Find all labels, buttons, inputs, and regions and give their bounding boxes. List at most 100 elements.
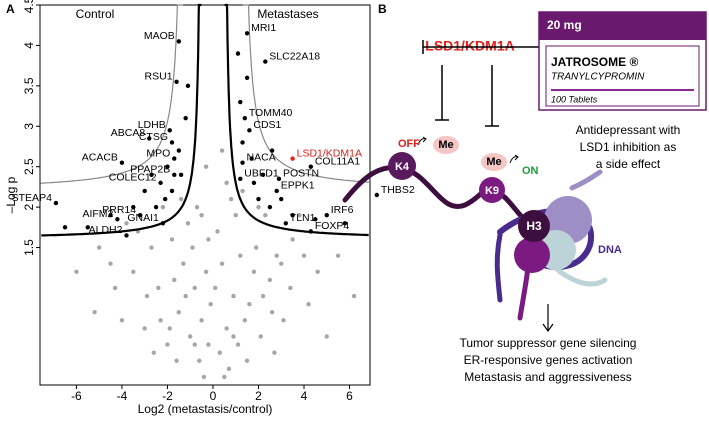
data-point	[183, 293, 188, 299]
point-label: MRI1	[251, 22, 276, 34]
data-point	[238, 99, 243, 105]
data-point	[244, 75, 250, 80]
drug-compound: TRANYLCYPROMIN	[551, 72, 645, 83]
point-label: COLEC12	[109, 172, 157, 184]
point-label: TLN1	[290, 212, 316, 224]
k9-label: K9	[485, 185, 499, 197]
data-point	[190, 245, 195, 250]
data-point	[124, 233, 129, 238]
data-point	[276, 176, 282, 182]
point-label: GNAI1	[127, 212, 159, 224]
plot: -6 -4 -2 0 2 4 6 1.5 2 2.5 3 3.5 4 4.5 MAOB RSU1 LDHBABC…	[12, 0, 415, 403]
point-label: THBS2	[381, 184, 415, 196]
inhibition-arrows	[422, 40, 540, 127]
data-point	[151, 350, 156, 355]
data-point	[153, 204, 159, 210]
data-point	[269, 310, 275, 315]
data-point	[115, 217, 120, 222]
data-point	[176, 148, 182, 153]
data-point	[108, 213, 113, 218]
data-point	[240, 160, 245, 165]
point-label: LDHB	[138, 119, 166, 131]
data-point	[169, 237, 175, 242]
data-point	[290, 213, 295, 218]
point-label: CTSG	[139, 131, 168, 143]
data-point	[238, 176, 243, 182]
data-point	[226, 366, 232, 372]
point-label: ALDH2	[89, 224, 123, 236]
point-label: LSD1/KDM1A	[297, 147, 362, 159]
data-point	[206, 342, 211, 347]
dna-label: DNA	[598, 244, 622, 256]
outcome-line: Metastasis and aggressiveness	[464, 370, 631, 384]
data-point	[324, 213, 329, 218]
k9-residue	[479, 177, 505, 203]
data-point	[313, 217, 318, 222]
point-label: CDS1	[253, 119, 281, 131]
y-tick-label: 3	[22, 123, 36, 130]
data-point	[92, 310, 97, 315]
data-point	[119, 160, 125, 165]
data-point	[142, 326, 147, 331]
data-point	[258, 334, 263, 339]
y-tick-label: 2	[22, 203, 36, 210]
drug-name: JATROSOME ®	[551, 55, 638, 69]
data-point	[149, 172, 154, 177]
x-tick-label: 6	[346, 389, 353, 403]
x-tick-label: -4	[117, 389, 128, 403]
data-point	[251, 180, 257, 186]
data-point	[297, 213, 302, 218]
data-point	[306, 301, 311, 307]
point-label: IRF6	[331, 204, 354, 216]
data-point	[242, 318, 248, 323]
data-point	[256, 204, 261, 210]
data-point	[213, 285, 218, 291]
data-point	[217, 350, 222, 355]
data-point	[62, 225, 68, 230]
point-label: AIFM2	[82, 208, 113, 220]
data-point	[197, 358, 202, 363]
state-arrow	[509, 154, 519, 164]
data-point	[269, 148, 275, 153]
data-point	[244, 358, 250, 363]
histone-core	[514, 196, 592, 273]
data-point	[267, 277, 273, 283]
x-axis-label: Log2 (metastasis/control)	[138, 402, 273, 416]
histone-label: H3	[526, 219, 542, 233]
data-point	[172, 156, 177, 161]
data-point	[219, 148, 225, 153]
data-point	[208, 301, 213, 307]
data-point	[281, 318, 286, 323]
point-label: MPO	[146, 147, 170, 159]
drug-box	[538, 11, 707, 111]
data-point	[244, 31, 250, 36]
point-label: POSTN	[283, 168, 319, 180]
data-point	[167, 326, 172, 331]
data-point	[224, 326, 229, 331]
data-point	[247, 128, 252, 133]
k4-mark: Me	[438, 139, 453, 151]
x-tick-label: 0	[210, 389, 217, 403]
data-point	[308, 164, 314, 169]
data-point	[201, 374, 207, 380]
data-point	[172, 277, 177, 283]
y-tick-label: 2.5	[22, 158, 36, 175]
data-point	[147, 136, 152, 141]
data-point	[144, 293, 150, 299]
data-point	[192, 285, 197, 291]
data-point	[267, 204, 273, 210]
data-point	[233, 213, 238, 218]
data-point	[222, 374, 227, 380]
data-point	[215, 229, 220, 234]
outcome-line: ER-responsive genes activation	[464, 353, 633, 367]
data-point	[274, 188, 279, 194]
data-point	[249, 156, 254, 161]
data-point	[308, 229, 314, 234]
outcome-arrow	[542, 304, 554, 333]
point-label: ABCA8	[111, 127, 146, 139]
data-point	[290, 237, 295, 242]
y-tick-label: 4.5	[22, 0, 36, 13]
data-point	[156, 285, 161, 291]
point-label: COL11A1	[315, 155, 360, 167]
